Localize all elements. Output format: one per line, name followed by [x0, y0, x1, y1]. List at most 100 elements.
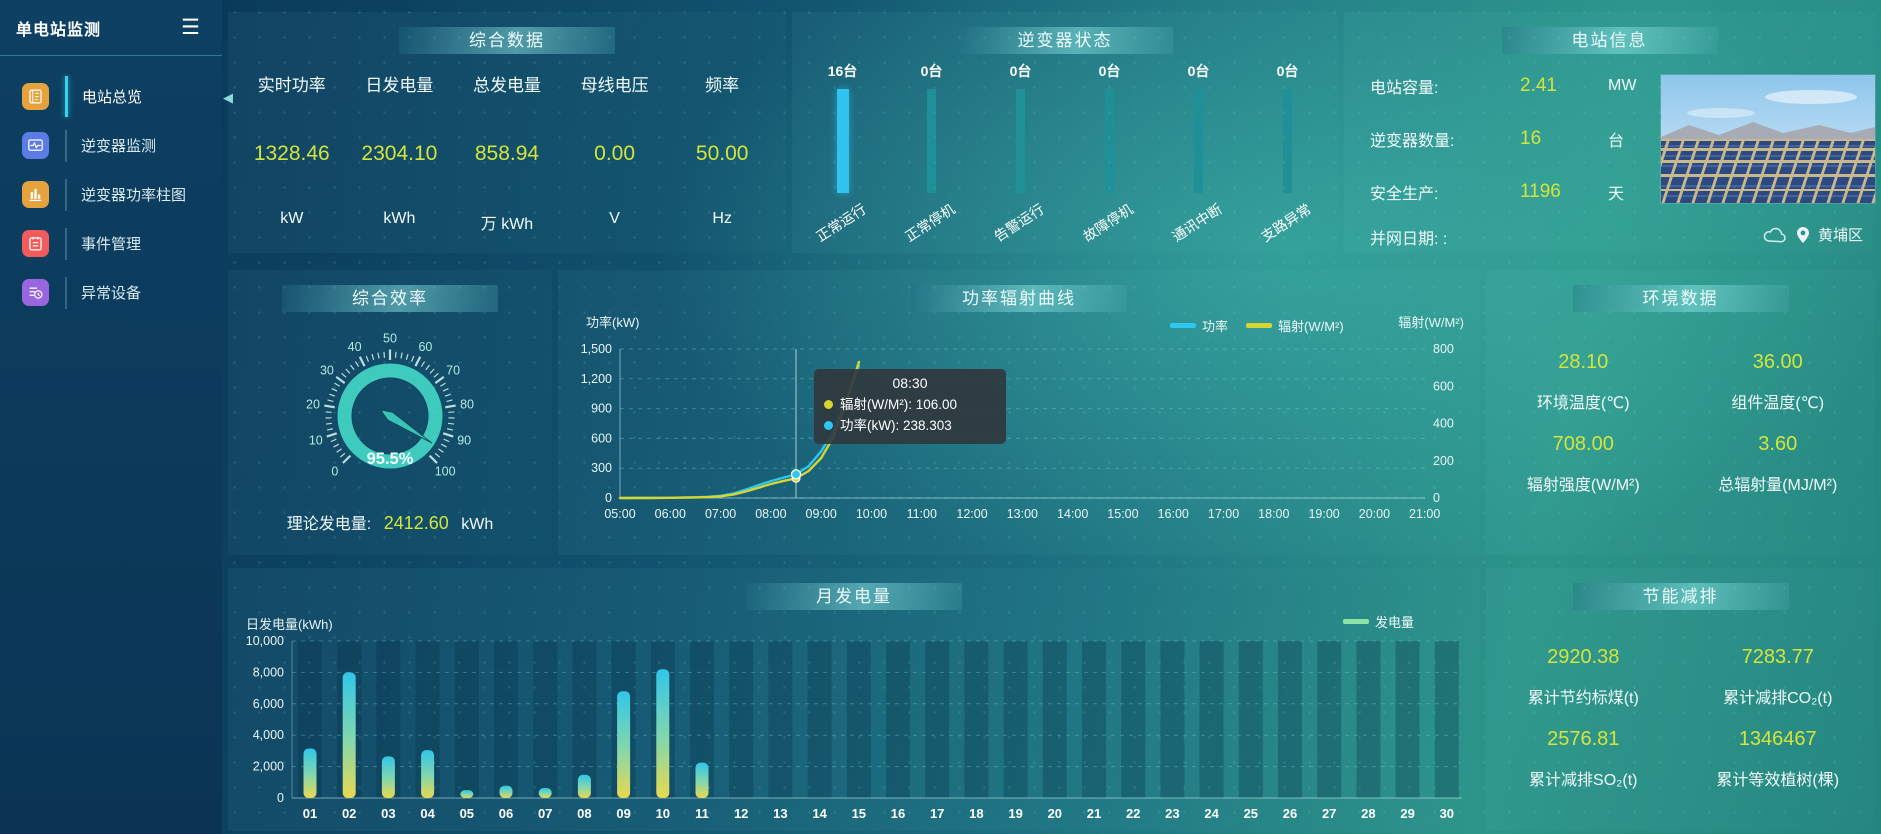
inverter-status-bar [1105, 89, 1114, 193]
sidebar-item-label: 逆变器监测 [81, 138, 157, 155]
efficiency-gauge-chart[interactable]: 0 10 20 30 40 50 60 70 80 90 100 95.5% [228, 298, 552, 504]
cell-label: 总辐射量(MJ/M²) [1718, 477, 1838, 494]
cell-value: 36.00 [1752, 351, 1803, 373]
tooltip-time: 08:30 [892, 375, 928, 391]
hamburger-menu-icon[interactable]: ☰ [181, 16, 200, 39]
legend-item[interactable]: 辐射(W/M²) [1246, 316, 1344, 335]
legend-label: 发电量 [1374, 615, 1414, 630]
svg-text:10: 10 [656, 806, 670, 821]
sidebar-item-overview[interactable]: 电站总览 [0, 72, 222, 121]
cell-label: 累计等效植树(棵) [1716, 772, 1840, 789]
inverter-count: 0台 [920, 63, 943, 79]
station-info-unit: MW [1608, 77, 1637, 94]
inverter-status-bar [1194, 89, 1203, 193]
metric-label: 频率 [705, 76, 740, 95]
svg-text:19:00: 19:00 [1308, 507, 1339, 521]
overview-icon [22, 83, 49, 110]
inverter-count: 0台 [1276, 63, 1299, 79]
svg-text:06: 06 [499, 806, 513, 821]
tooltip-series-value: 功率(kW): 238.303 [840, 418, 952, 433]
panel-summary: 综合数据 实时功率 1328.46 kW 日发电量 2304.10 kWh 总发电量 858.… [228, 12, 786, 253]
inverter-status-label: 故障停机 [1079, 200, 1136, 245]
legend-swatch [1342, 619, 1369, 624]
sidebar-item-abnormal[interactable]: 异常设备 [0, 268, 222, 317]
active-indicator [65, 178, 67, 211]
svg-text:13:00: 13:00 [1007, 507, 1038, 521]
solar-farm-image [1661, 75, 1875, 203]
panel-title-inverter-status: 逆变器状态 [957, 27, 1173, 54]
theory-generation-label: 理论发电量: [286, 516, 372, 533]
inverter-status-bar [927, 89, 936, 193]
sidebar-item-monitor[interactable]: 逆变器监测 [0, 121, 222, 170]
svg-text:600: 600 [1433, 379, 1454, 393]
svg-text:50: 50 [383, 332, 397, 346]
sidebar-item-note[interactable]: 事件管理 [0, 219, 222, 268]
panel-efficiency: 综合效率 0 10 20 30 40 50 60 70 80 90 100 95.5% 理论发电量: … [228, 270, 552, 555]
panel-title-efficiency: 综合效率 [282, 285, 498, 312]
svg-text:26: 26 [1283, 806, 1297, 821]
svg-text:8,000: 8,000 [253, 665, 284, 679]
station-photo [1661, 75, 1875, 203]
svg-text:0: 0 [277, 791, 284, 805]
savings-cell: 1346467 累计等效植树(棵) [1681, 719, 1876, 801]
chart-tooltip: 08:30 辐射(W/M²): 106.00 功率(kW): 238.303 [814, 369, 1006, 444]
svg-text:800: 800 [1433, 342, 1454, 356]
summary-metric: 实时功率 1328.46 kW [238, 68, 346, 234]
inverter-status-label: 正常运行 [812, 200, 869, 245]
svg-text:14:00: 14:00 [1057, 507, 1088, 521]
metric-label: 总发电量 [472, 76, 541, 95]
inverter-status-bar [1283, 89, 1292, 193]
svg-text:4,000: 4,000 [253, 728, 284, 742]
station-info-row: 逆变器数量: 16 台 [1370, 125, 1670, 153]
inverter-status-label: 告警运行 [990, 200, 1047, 245]
svg-text:24: 24 [1204, 806, 1219, 821]
svg-text:21:00: 21:00 [1409, 507, 1440, 521]
weather-cloud-icon[interactable] [1762, 226, 1788, 244]
cell-label: 组件温度(℃) [1731, 395, 1825, 412]
sidebar-item-bars[interactable]: 逆变器功率柱图 [0, 170, 222, 219]
summary-metric: 日发电量 2304.10 kWh [346, 68, 454, 234]
savings-cells: 2920.38 累计节约标煤(t) 7283.77 累计减排CO₂(t) 2576.81… [1486, 637, 1875, 801]
station-info-rows: 电站容量: 2.41 MW 逆变器数量: 16 台安全生产: 1196 天并网日期: : [1370, 72, 1670, 276]
power-radiation-line-chart[interactable]: 0 300 600 900 1,200 1,500 0 200 400 600 800 05:00 06… [558, 270, 1480, 555]
svg-text:02: 02 [342, 806, 356, 821]
svg-text:18: 18 [969, 806, 983, 821]
svg-text:16: 16 [891, 806, 905, 821]
svg-text:30: 30 [320, 364, 334, 378]
svg-text:95.5%: 95.5% [367, 450, 414, 468]
monthly-generation-bar-chart[interactable]: 0 2,000 4,000 6,000 8,000 10,000 01 02 03 04 05 06 0… [228, 568, 1480, 831]
svg-text:27: 27 [1322, 806, 1336, 821]
svg-text:2,000: 2,000 [253, 760, 284, 774]
sidebar-item-label: 电站总览 [82, 89, 143, 106]
svg-text:05:00: 05:00 [604, 507, 635, 521]
inverter-status-label: 通讯中断 [1168, 200, 1225, 245]
environment-cell: 28.10 环境温度(℃) [1486, 342, 1681, 424]
sidebar: 单电站监测 ☰ 电站总览逆变器监测逆变器功率柱图 事件管理 异常设备 [0, 0, 222, 834]
svg-text:04: 04 [420, 806, 435, 821]
metric-label: 日发电量 [365, 76, 434, 95]
legend-swatch [1170, 323, 1196, 328]
legend-item[interactable]: 功率 [1170, 316, 1228, 335]
metric-label: 实时功率 [257, 76, 326, 95]
svg-text:01: 01 [303, 806, 317, 821]
station-info-row: 电站容量: 2.41 MW [1370, 72, 1670, 100]
sidebar-header: 单电站监测 ☰ [0, 0, 222, 56]
svg-text:15:00: 15:00 [1107, 507, 1138, 521]
sidebar-menu: 电站总览逆变器监测逆变器功率柱图 事件管理 异常设备 [0, 56, 222, 317]
summary-metric: 频率 50.00 Hz [668, 68, 776, 234]
inverter-count: 0台 [1098, 63, 1121, 79]
location-pin-icon[interactable] [1796, 226, 1810, 244]
environment-cell: 36.00 组件温度(℃) [1681, 342, 1876, 424]
svg-text:29: 29 [1400, 806, 1414, 821]
panel-title-monthly-generation: 月发电量 [746, 583, 962, 610]
inverter-status-column: 0台 正常停机 [887, 60, 976, 250]
sidebar-collapse-icon[interactable]: ◀ [223, 90, 233, 105]
metric-value: 858.94 [474, 142, 540, 165]
cell-label: 环境温度(℃) [1536, 395, 1630, 412]
theory-generation-value: 2412.60 [383, 513, 449, 533]
legend-item[interactable]: 发电量 [1342, 612, 1414, 631]
metric-unit: kW [280, 210, 304, 227]
svg-text:200: 200 [1433, 454, 1454, 468]
environment-cell: 708.00 辐射强度(W/M²) [1486, 424, 1681, 506]
